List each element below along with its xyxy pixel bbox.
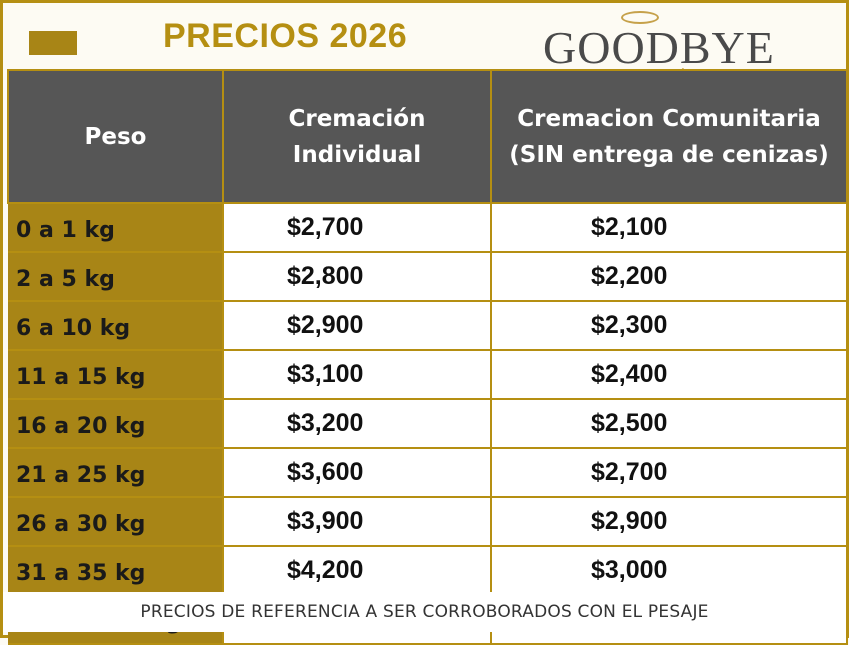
price-table: Peso Cremación Individual Cremacion Comu… bbox=[7, 69, 848, 645]
column-header-comunitaria-line1: Cremacion Comunitaria bbox=[517, 105, 821, 132]
comunitaria-price-cell: $2,900 bbox=[491, 497, 848, 547]
table-row: 2 a 5 kg $2,800 $2,200 bbox=[8, 252, 848, 302]
page-title: PRECIOS 2026 bbox=[163, 17, 408, 55]
weight-cell: 16 a 20 kg bbox=[8, 399, 224, 449]
weight-cell: 0 a 1 kg bbox=[8, 203, 224, 253]
table-header-row: Peso Cremación Individual Cremacion Comu… bbox=[7, 69, 848, 204]
footer-note: PRECIOS DE REFERENCIA A SER CORROBORADOS… bbox=[3, 592, 846, 632]
column-header-peso-label: Peso bbox=[84, 123, 147, 150]
weight-cell: 26 a 30 kg bbox=[8, 497, 224, 547]
column-header-individual: Cremación Individual bbox=[222, 69, 492, 204]
comunitaria-price-cell: $2,400 bbox=[491, 350, 848, 400]
individual-price-cell: $3,900 bbox=[223, 497, 492, 547]
table-row: 16 a 20 kg $3,200 $2,500 bbox=[8, 399, 848, 449]
column-header-peso: Peso bbox=[7, 69, 224, 204]
weight-cell: 31 a 35 kg bbox=[8, 546, 224, 596]
halo-icon bbox=[621, 11, 659, 24]
table-row: 31 a 35 kg $4,200 $3,000 bbox=[8, 546, 848, 596]
comunitaria-price-cell: $2,100 bbox=[491, 203, 848, 253]
individual-price-cell: $3,600 bbox=[223, 448, 492, 498]
gold-swatch bbox=[29, 31, 77, 55]
comunitaria-price-cell: $2,700 bbox=[491, 448, 848, 498]
table-row: 11 a 15 kg $3,100 $2,400 bbox=[8, 350, 848, 400]
table-row: 21 a 25 kg $3,600 $2,700 bbox=[8, 448, 848, 498]
table-row: 26 a 30 kg $3,900 $2,900 bbox=[8, 497, 848, 547]
comunitaria-price-cell: $3,000 bbox=[491, 546, 848, 596]
individual-price-cell: $3,100 bbox=[223, 350, 492, 400]
comunitaria-price-cell: $2,500 bbox=[491, 399, 848, 449]
header: PRECIOS 2026 pet GOODBYE bbox=[3, 3, 846, 103]
column-header-comunitaria: Cremacion Comunitaria (SIN entrega de ce… bbox=[490, 69, 848, 204]
weight-cell: 2 a 5 kg bbox=[8, 252, 224, 302]
weight-cell: 11 a 15 kg bbox=[8, 350, 224, 400]
weight-cell: 6 a 10 kg bbox=[8, 301, 224, 351]
column-header-comunitaria-line2: (SIN entrega de cenizas) bbox=[509, 141, 829, 168]
logo-text: GOODBYE bbox=[543, 22, 775, 73]
individual-price-cell: $2,700 bbox=[223, 203, 492, 253]
individual-price-cell: $2,800 bbox=[223, 252, 492, 302]
column-header-individual-line2: Individual bbox=[292, 141, 422, 168]
table-row: 0 a 1 kg $2,700 $2,100 bbox=[8, 203, 848, 253]
comunitaria-price-cell: $2,300 bbox=[491, 301, 848, 351]
individual-price-cell: $2,900 bbox=[223, 301, 492, 351]
weight-cell: 21 a 25 kg bbox=[8, 448, 224, 498]
column-header-individual-line1: Cremación bbox=[288, 105, 426, 132]
table-body: 0 a 1 kg $2,700 $2,100 2 a 5 kg $2,800 $2,200… bbox=[8, 203, 848, 645]
table-row: 6 a 10 kg $2,900 $2,300 bbox=[8, 301, 848, 351]
comunitaria-price-cell: $2,200 bbox=[491, 252, 848, 302]
individual-price-cell: $3,200 bbox=[223, 399, 492, 449]
individual-price-cell: $4,200 bbox=[223, 546, 492, 596]
